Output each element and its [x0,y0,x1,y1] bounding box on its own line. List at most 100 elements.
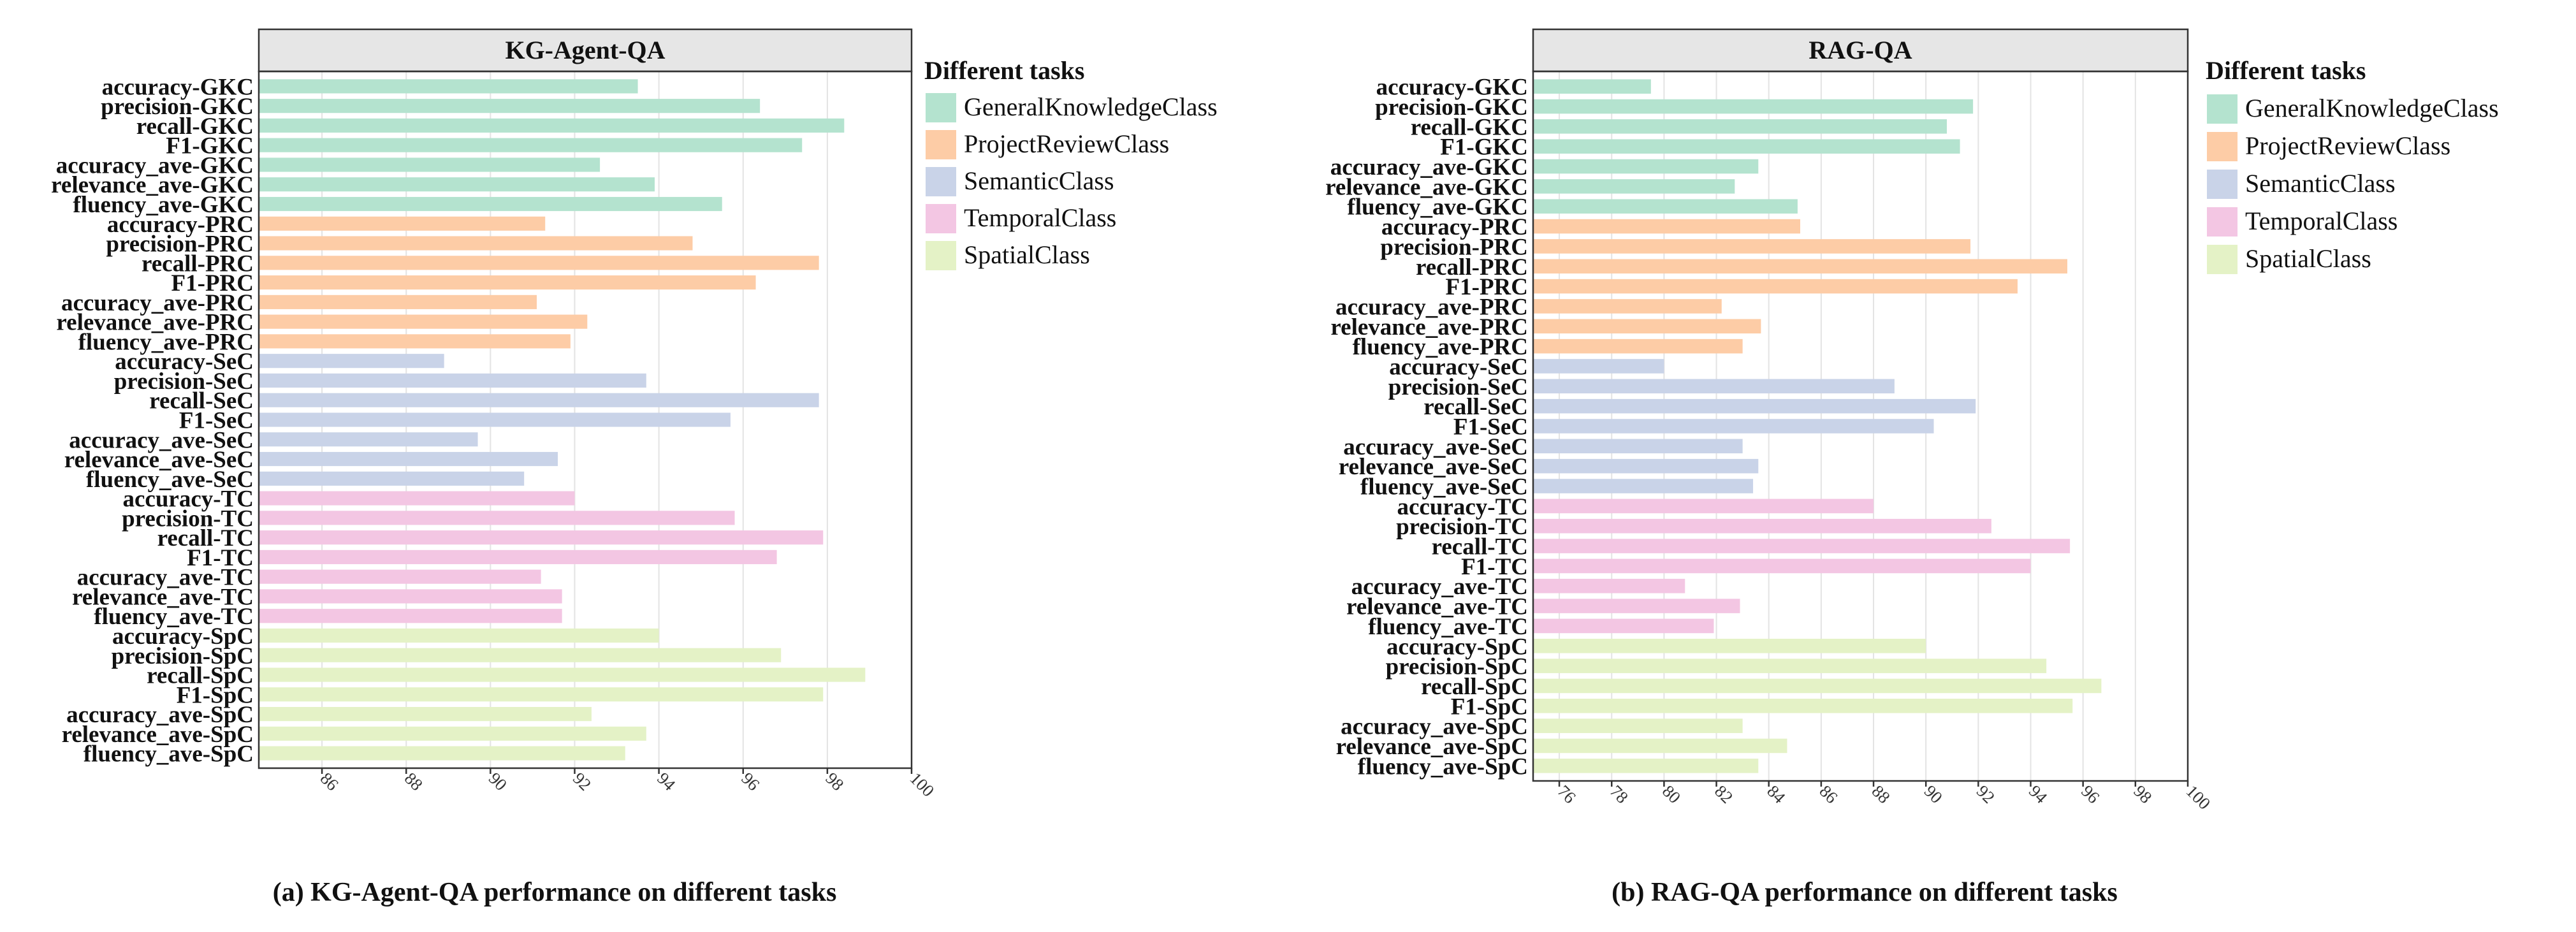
legend-swatch [2207,170,2238,199]
x-tick-label: 92 [569,769,595,794]
bar-fluency_ave-SpC [1533,759,1759,773]
x-tick-label: 88 [401,769,426,794]
category-label: precision-SeC [1388,374,1528,400]
bar-accuracy_ave-SpC [1533,718,1743,733]
category-label: relevance_ave-PRC [56,310,254,336]
category-label: fluency_ave-PRC [78,329,254,355]
category-label: recall-SeC [1423,394,1528,420]
bar-precision-SpC [259,648,782,662]
bar-accuracy-TC [259,491,575,506]
bar-recall-PRC [1533,259,2068,274]
bar-accuracy-SpC [259,628,659,643]
category-label: fluency_ave-TC [94,604,254,630]
legend-label: SpatialClass [964,240,1090,269]
bar-relevance_ave-SeC [1533,458,1759,474]
category-label: recall-TC [1432,534,1528,560]
category-label: F1-GKC [1440,135,1528,161]
legend-label: ProjectReviewClass [2245,131,2450,160]
category-label: precision-GKC [1375,94,1528,120]
category-label: fluency_ave-SpC [1358,754,1528,780]
category-label: accuracy_ave-SeC [1343,434,1528,460]
category-label: recall-SpC [147,663,254,689]
category-label: accuracy_ave-GKC [1330,154,1528,180]
bar-accuracy-SeC [1533,359,1664,374]
legend-label: TemporalClass [2245,207,2398,235]
category-label: recall-PRC [142,251,254,277]
bar-accuracy_ave-SpC [259,706,592,722]
panel-rag-qa: accuracy-GKCprecision-GKCrecall-GKCF1-GK… [1325,28,2499,907]
panel-title: KG-Agent-QA [505,36,665,64]
bar-relevance_ave-TC [259,589,562,604]
legend-title: Different tasks [924,56,1084,85]
category-label: fluency_ave-PRC [1353,334,1528,360]
category-label: fluency_ave-SeC [1360,474,1528,500]
category-label: relevance_ave-SpC [1336,734,1528,760]
category-label: accuracy-GKC [1376,75,1528,101]
bar-F1-TC [259,550,777,564]
bar-accuracy-PRC [259,216,546,231]
bar-fluency_ave-PRC [1533,339,1743,354]
category-label: F1-PRC [1446,274,1528,300]
bar-precision-SeC [259,373,646,388]
x-tick-label: 86 [317,769,342,794]
category-label: fluency_ave-GKC [73,192,254,218]
bar-F1-SpC [259,687,824,702]
x-tick-label: 88 [1868,782,1894,807]
bar-fluency_ave-GKC [1533,199,1798,214]
bar-F1-PRC [1533,279,2018,294]
category-label: relevance_ave-TC [72,584,254,610]
category-label: precision-GKC [101,94,254,120]
bar-accuracy-GKC [259,79,638,94]
bar-recall-GKC [1533,119,1947,134]
bar-fluency_ave-PRC [259,334,571,349]
x-tick-label: 90 [1921,782,1946,807]
bar-recall-PRC [259,256,819,270]
category-label: fluency_ave-SeC [86,467,254,493]
legend-swatch [926,241,956,270]
legend-swatch [2207,207,2238,237]
x-tick-label: 82 [1711,782,1736,807]
x-tick-label: 78 [1606,782,1632,807]
bar-relevance_ave-GKC [1533,179,1735,194]
category-label: precision-SeC [114,368,254,395]
plot-frame [1532,70,2189,782]
legend-swatch [2207,245,2238,274]
bar-precision-TC [1533,518,1991,534]
bar-fluency_ave-SpC [259,746,625,761]
bar-relevance_ave-SpC [1533,738,1787,754]
panel-header [258,28,913,73]
category-label: accuracy_ave-SpC [1341,714,1528,740]
category-label: accuracy-TC [1397,494,1529,520]
category-label: relevance_ave-GKC [51,172,254,198]
bar-F1-SeC [1533,419,1934,433]
category-label: precision-PRC [1380,234,1528,260]
category-label: recall-GKC [1411,114,1528,140]
category-label: F1-PRC [171,270,254,296]
bar-precision-PRC [259,236,693,251]
x-tick-label: 96 [2078,782,2103,807]
bar-accuracy-SpC [1533,638,1926,653]
category-label: fluency_ave-SpC [84,741,254,768]
bar-fluency_ave-TC [259,609,562,623]
legend-swatch [926,167,956,196]
bar-accuracy_ave-SeC [259,432,478,447]
bar-precision-TC [259,511,735,525]
bar-recall-SpC [1533,678,2102,694]
category-label: relevance_ave-SeC [64,447,254,473]
bar-accuracy_ave-SeC [1533,439,1743,454]
category-label: accuracy_ave-PRC [61,290,254,316]
x-tick-label: 98 [2130,782,2155,807]
bar-recall-GKC [259,118,845,133]
category-label: F1-SpC [177,682,254,708]
panel-caption: (b) RAG-QA performance on different task… [1612,878,2118,907]
bar-relevance_ave-SpC [259,726,646,741]
bar-recall-SeC [259,393,819,407]
panel-caption: (a) KG-Agent-QA performance on different… [273,878,837,907]
legend-label: GeneralKnowledgeClass [964,92,1218,121]
category-label: relevance_ave-PRC [1330,314,1528,340]
legend-swatch [2207,132,2238,161]
panel-title: RAG-QA [1808,36,1912,64]
bar-accuracy-TC [1533,499,1874,514]
bar-accuracy-GKC [1533,79,1651,94]
